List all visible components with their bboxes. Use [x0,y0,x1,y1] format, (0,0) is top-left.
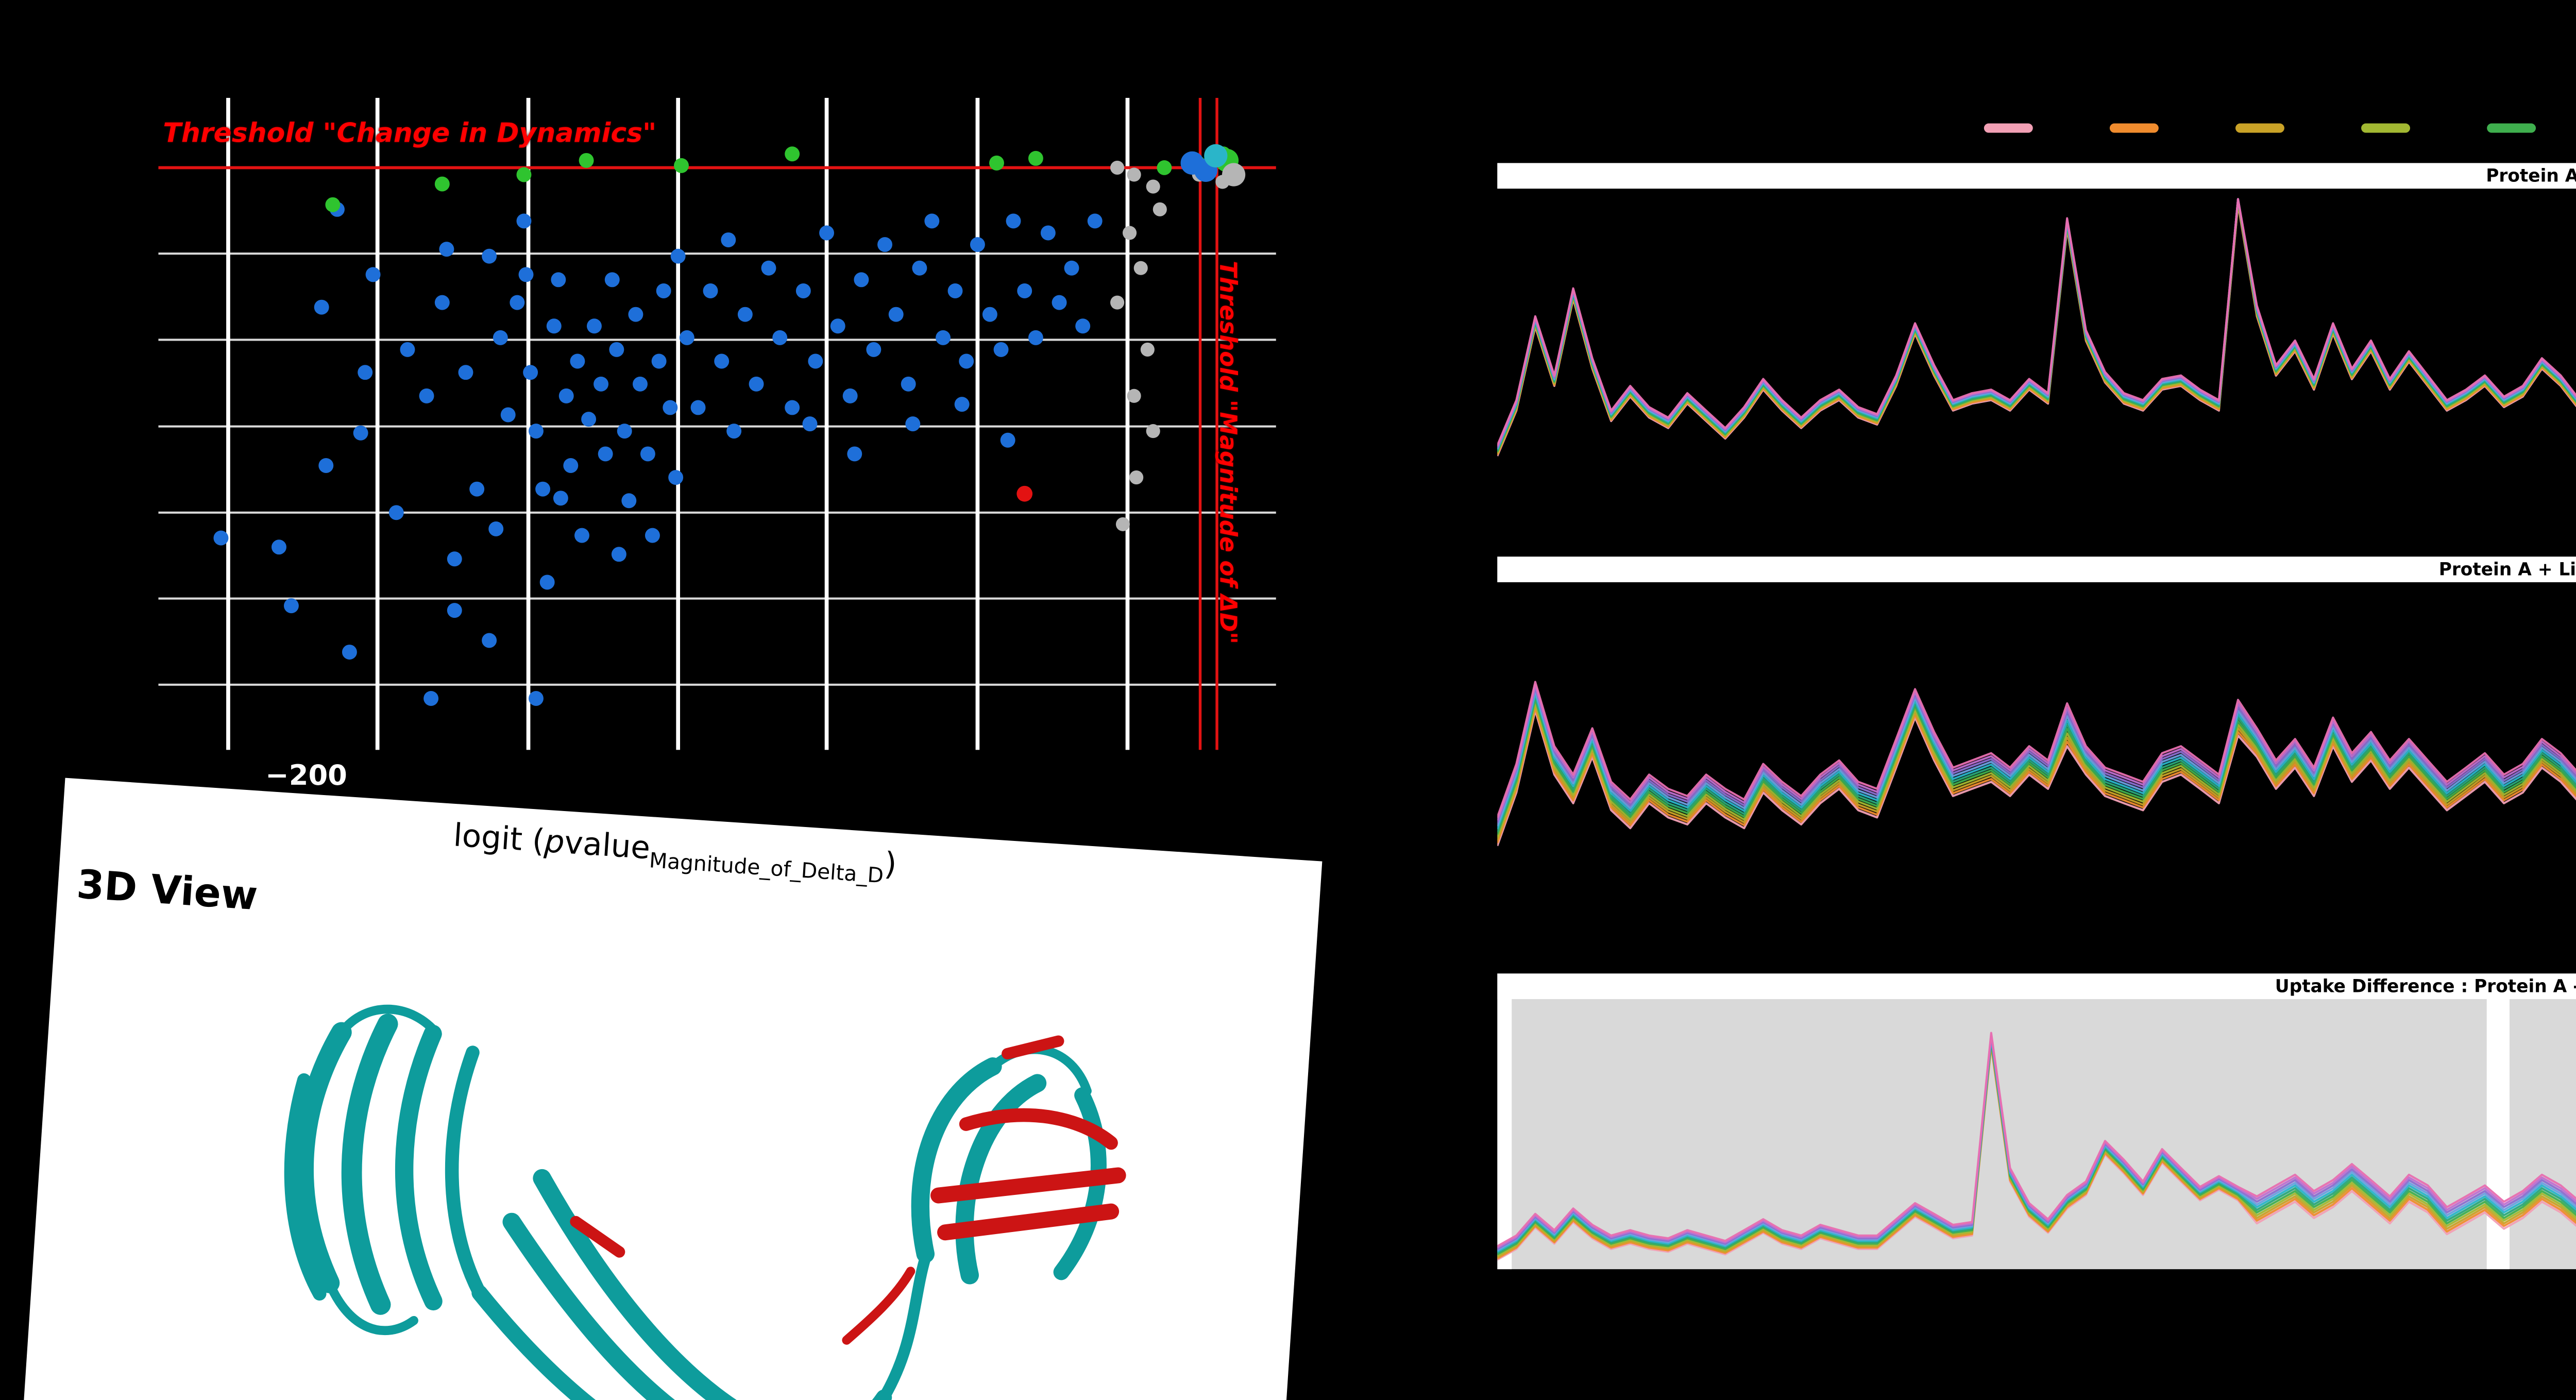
protein-red-ribbons [570,1035,1126,1345]
protein-ribbon[interactable] [135,930,1206,1400]
protein-teal-ribbons [284,1004,1107,1400]
volcano-x-tick: −200 [265,759,347,792]
panel-title-protein-a-ligand: Protein A + Ligand [1497,556,2576,582]
structure-3d-card[interactable]: logit (pvalueMagnitude_of_Delta_D) 3D Vi… [19,778,1323,1400]
timepoint-legend [1984,123,2576,132]
x-label-suffix: ) [883,846,898,885]
uptake-difference-chart[interactable] [1497,999,2576,1270]
dynamics-threshold-label: Threshold "Change in Dynamics" [163,116,657,149]
legend-color-dash [2235,123,2284,132]
x-label-prefix: logit ( [452,817,546,861]
legend-color-dash [1984,123,2033,132]
legend-color-dash [2361,123,2410,132]
legend-item-5[interactable] [2487,123,2536,132]
panel-title-protein-a: Protein A [1497,163,2576,189]
uptake-chart-protein-a[interactable] [1497,189,2576,538]
legend-color-dash [2109,123,2159,132]
legend-item-2[interactable] [2109,123,2159,132]
legend-color-dash [2487,123,2536,132]
volcano-x-axis-label: logit (pvalueMagnitude_of_Delta_D) [452,818,898,890]
legend-item-3[interactable] [2235,123,2284,132]
x-label-value: value [563,825,652,868]
3d-view-title: 3D View [75,863,259,921]
magnitude-threshold-label: Threshold "Magnitude of ΔD" [1213,261,1239,645]
legend-item-1[interactable] [1984,123,2033,132]
volcano-plot[interactable] [158,97,1276,750]
x-label-p-italic: p [543,823,566,863]
uptake-chart-protein-a-ligand[interactable] [1497,582,2576,939]
panel-title-uptake-difference: Uptake Difference : Protein A - (Protein… [1497,973,2576,999]
x-label-subscript: Magnitude_of_Delta_D [648,851,885,890]
legend-item-4[interactable] [2361,123,2410,132]
